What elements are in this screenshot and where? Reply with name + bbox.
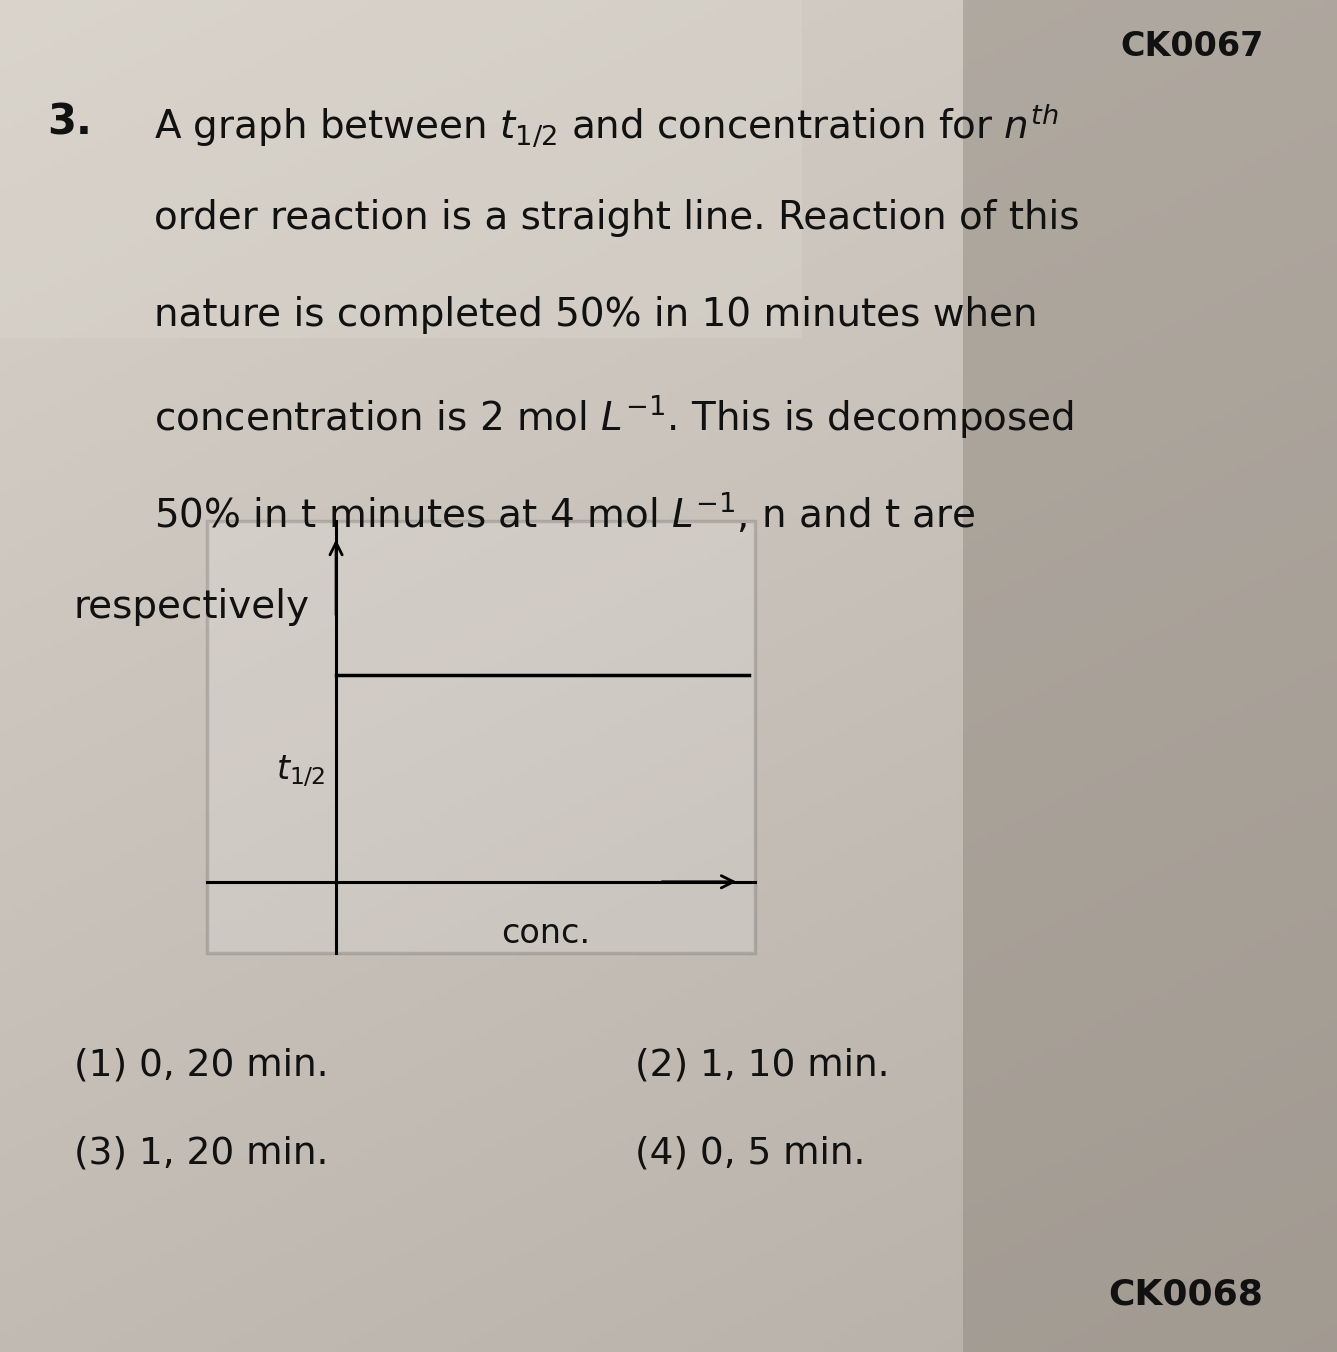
Text: order reaction is a straight line. Reaction of this: order reaction is a straight line. React… [154, 199, 1079, 237]
Bar [0, 0, 802, 338]
Bar [963, 0, 1337, 1352]
Text: 3.: 3. [47, 101, 92, 143]
Text: A graph between $t_{1/2}$ and concentration for $n^{th}$: A graph between $t_{1/2}$ and concentrat… [154, 101, 1059, 149]
Text: CK0067: CK0067 [1120, 30, 1263, 62]
Text: concentration is 2 mol $L^{-1}$. This is decomposed: concentration is 2 mol $L^{-1}$. This is… [154, 393, 1074, 441]
Text: (1) 0, 20 min.: (1) 0, 20 min. [74, 1048, 328, 1084]
Bar [207, 521, 755, 953]
Text: nature is completed 50% in 10 minutes when: nature is completed 50% in 10 minutes wh… [154, 296, 1038, 334]
Text: CK0068: CK0068 [1108, 1278, 1263, 1311]
Text: conc.: conc. [501, 917, 591, 949]
Text: 50% in t minutes at 4 mol $L^{-1}$, n and t are: 50% in t minutes at 4 mol $L^{-1}$, n an… [154, 491, 975, 535]
Text: $t_{1/2}$: $t_{1/2}$ [275, 753, 325, 790]
Text: (3) 1, 20 min.: (3) 1, 20 min. [74, 1136, 328, 1172]
Text: respectively: respectively [74, 588, 310, 626]
Text: (2) 1, 10 min.: (2) 1, 10 min. [635, 1048, 889, 1084]
Text: (4) 0, 5 min.: (4) 0, 5 min. [635, 1136, 865, 1172]
